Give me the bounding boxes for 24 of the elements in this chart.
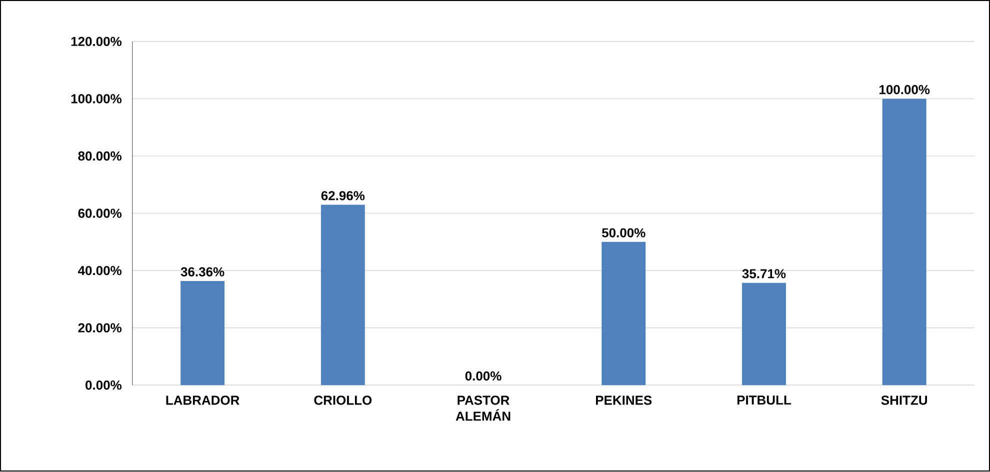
- bar: [320, 205, 365, 386]
- bar: [180, 281, 225, 386]
- y-tick-label: 60.00%: [78, 208, 122, 218]
- y-tick-label: 20.00%: [78, 323, 122, 333]
- y-tick-label: 80.00%: [78, 152, 122, 161]
- x-tick-label: SHITZU: [881, 396, 927, 406]
- x-tick-label: PEKINES: [596, 396, 652, 406]
- x-tick-label: CRIOLLO: [314, 396, 372, 406]
- x-tick-label: PITBULL: [737, 396, 791, 405]
- y-tick-label: 0.00%: [86, 380, 122, 390]
- y-tick-label: 40.00%: [78, 266, 122, 276]
- data-label: 62.96%: [321, 191, 365, 201]
- x-tick-label: PASTOR ALEMÁN: [456, 396, 510, 421]
- data-label: 0.00%: [465, 372, 502, 381]
- data-label: 35.71%: [742, 269, 786, 279]
- bar: [742, 283, 786, 386]
- bar: [882, 98, 926, 386]
- data-label: 100.00%: [880, 85, 930, 94]
- x-tick-label: LABRADOR: [166, 396, 240, 406]
- y-tick-label: 120.00%: [71, 37, 122, 46]
- data-label: 50.00%: [602, 228, 646, 238]
- bar: [602, 242, 646, 386]
- data-label: 36.36%: [180, 267, 224, 277]
- y-tick-label: 100.00%: [71, 94, 122, 104]
